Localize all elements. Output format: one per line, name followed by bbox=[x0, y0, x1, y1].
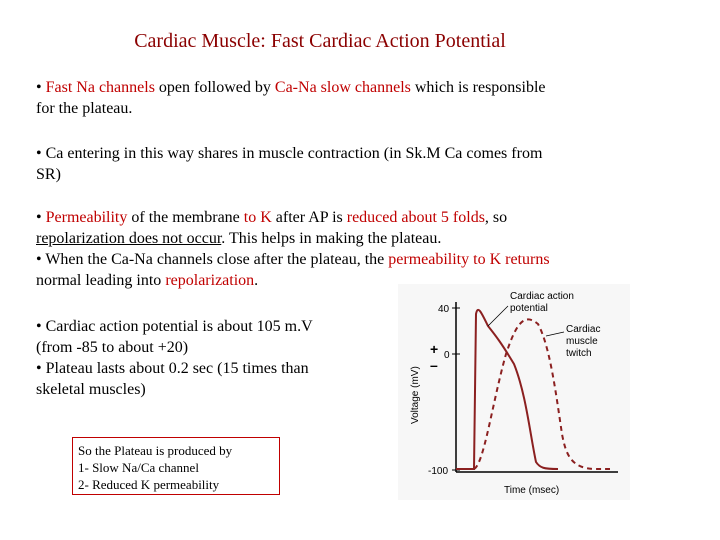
summary-line: 2- Reduced K permeability bbox=[78, 477, 220, 492]
highlight-to-k: to K bbox=[243, 209, 272, 226]
paragraph-permeability: • Permeability of the membrane to K afte… bbox=[36, 207, 550, 291]
label-twitch: twitch bbox=[566, 348, 592, 359]
text-span: which is responsible bbox=[410, 79, 546, 96]
text-span: after AP is bbox=[271, 209, 347, 226]
leader-twitch bbox=[545, 331, 565, 337]
paragraph-line: • Plateau lasts about 0.2 sec (15 times … bbox=[36, 360, 309, 377]
text-span: normal leading into bbox=[36, 272, 166, 289]
paragraph-line: (from -85 to about +20) bbox=[36, 339, 189, 356]
paragraph-line: • Cardiac action potential is about 105 … bbox=[36, 318, 313, 335]
text-span: . bbox=[254, 272, 259, 289]
label-potential: potential bbox=[510, 303, 548, 314]
summary-line: So the Plateau is produced by bbox=[78, 443, 233, 458]
paragraph-line: normal leading into repolarization. bbox=[36, 270, 550, 291]
tick-label-0: 0 bbox=[444, 350, 450, 361]
paragraph-line: SR) bbox=[36, 166, 61, 183]
figure-background bbox=[398, 284, 630, 500]
paragraph-fast-na: • Fast Na channels open followed by Ca-N… bbox=[36, 77, 546, 119]
text-span: open followed by bbox=[154, 79, 275, 96]
leader-action-potential bbox=[487, 305, 509, 327]
underlined-repolarization: repolarization does not occur bbox=[36, 230, 222, 247]
paragraph-line: • When the Ca-Na channels close after th… bbox=[36, 249, 550, 270]
action-potential-curve bbox=[456, 308, 559, 470]
highlight-fast-na: Fast Na channels bbox=[45, 79, 155, 96]
plus-sign: + bbox=[430, 341, 438, 357]
slide-title: Cardiac Muscle: Fast Cardiac Action Pote… bbox=[134, 30, 506, 52]
paragraph-line: skeletal muscles) bbox=[36, 381, 146, 398]
label-cardiac-action: Cardiac action bbox=[510, 291, 574, 302]
y-axis-label: Voltage (mV) bbox=[410, 366, 421, 424]
label-muscle: muscle bbox=[566, 336, 598, 347]
paragraph-line: • Ca entering in this way shares in musc… bbox=[36, 145, 543, 162]
bullet: • bbox=[36, 209, 46, 226]
tick-label-40: 40 bbox=[438, 304, 450, 315]
highlight-reduced: reduced about 5 folds bbox=[346, 209, 485, 226]
paragraph-line: for the plateau. bbox=[36, 100, 133, 117]
paragraph-line: repolarization does not occur. This help… bbox=[36, 228, 550, 249]
summary-box: So the Plateau is produced by 1- Slow Na… bbox=[72, 437, 280, 495]
minus-sign: – bbox=[430, 357, 438, 373]
label-cardiac: Cardiac bbox=[566, 324, 600, 335]
tick-label-minus100: -100 bbox=[428, 466, 448, 477]
paragraph-line: • Permeability of the membrane to K afte… bbox=[36, 207, 550, 228]
paragraph-action-potential: • Cardiac action potential is about 105 … bbox=[36, 316, 313, 400]
paragraph-ca-entering: • Ca entering in this way shares in musc… bbox=[36, 143, 542, 185]
action-potential-figure: 40 0 -100 + – Voltage (mV) Time (msec) C… bbox=[398, 284, 630, 500]
highlight-repolarization: repolarization bbox=[165, 272, 255, 289]
x-axis-label: Time (msec) bbox=[504, 485, 559, 496]
text-span: , so bbox=[484, 209, 508, 226]
text-span: . This helps in making the plateau. bbox=[221, 230, 442, 247]
highlight-permeability-returns: permeability to K returns bbox=[388, 251, 550, 268]
bullet: • bbox=[36, 79, 46, 96]
text-span: • When the Ca-Na channels close after th… bbox=[36, 251, 389, 268]
paragraph-line: • Fast Na channels open followed by Ca-N… bbox=[36, 77, 546, 98]
text-span: of the membrane bbox=[127, 209, 244, 226]
muscle-twitch-curve bbox=[473, 318, 610, 470]
highlight-permeability: Permeability bbox=[45, 209, 128, 226]
summary-line: 1- Slow Na/Ca channel bbox=[78, 460, 199, 475]
highlight-slow-channels: Ca-Na slow channels bbox=[274, 79, 411, 96]
